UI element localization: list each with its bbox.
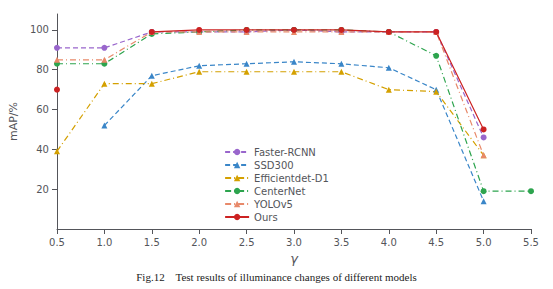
svg-text:2.5: 2.5 [239,237,255,248]
svg-text:Fig.12 Test results of illu: Fig.12 Test results of illuminance chang… [136,271,417,283]
svg-text:YOLOv5: YOLOv5 [253,199,293,210]
svg-text:20: 20 [36,184,49,195]
svg-text:3.0: 3.0 [286,237,302,248]
svg-text:40: 40 [36,144,49,155]
svg-text:1.5: 1.5 [144,237,160,248]
svg-text:2.0: 2.0 [191,237,207,248]
svg-text:SSD300: SSD300 [254,160,293,171]
svg-text:0.5: 0.5 [49,237,65,248]
svg-text:5.5: 5.5 [523,237,539,248]
svg-text:CenterNet: CenterNet [254,186,305,197]
svg-text:Efficientdet-D1: Efficientdet-D1 [254,173,329,184]
svg-text:4.0: 4.0 [381,237,397,248]
svg-text:4.5: 4.5 [428,237,444,248]
svg-text:Ours: Ours [254,212,278,223]
svg-text:60: 60 [36,104,49,115]
svg-text:mAP/%: mAP/% [7,102,20,141]
svg-text:Faster-RCNN: Faster-RCNN [254,147,316,158]
svg-text:1.0: 1.0 [96,237,112,248]
svg-text:80: 80 [36,64,49,75]
svg-text:γ: γ [290,251,299,266]
svg-text:100: 100 [30,24,49,35]
svg-text:5.0: 5.0 [476,237,492,248]
svg-text:3.5: 3.5 [333,237,349,248]
